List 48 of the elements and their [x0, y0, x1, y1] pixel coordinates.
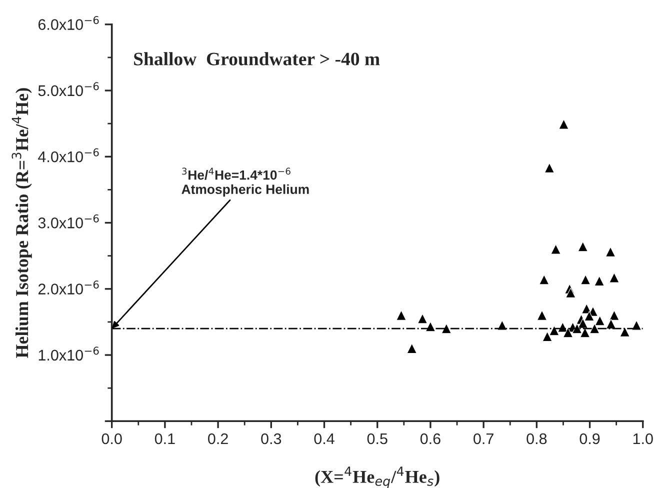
text: Shallow Groundwater > -40 m	[134, 52, 380, 66]
x-tick-label: 0.4	[314, 433, 334, 444]
point	[606, 318, 616, 330]
text: (X=$^{4}$He$_{eq}$/$^{4}$He$_{s}$)	[315, 466, 440, 488]
point	[620, 326, 630, 337]
point	[417, 314, 428, 324]
y-axis-title: Helium Isotope Ratio (R=$^{3}$He/$^{4}$He)	[12, 88, 32, 358]
point	[549, 325, 560, 336]
y-tick-label: 1.0x10$^{−6}$	[38, 346, 99, 361]
point	[544, 162, 555, 173]
point	[609, 272, 620, 283]
point	[396, 310, 406, 320]
x-tick-label: 0.1	[154, 433, 175, 444]
point	[566, 288, 576, 298]
point	[562, 327, 574, 338]
point	[609, 310, 620, 320]
point	[605, 246, 616, 257]
y-tick-label: 6.0x10$^{−6}$	[38, 16, 99, 30]
y-tick-label: 5.0x10$^{−6}$	[38, 82, 99, 96]
point	[580, 274, 591, 285]
x-tick-label: 0.0	[102, 433, 122, 444]
annotation: $^{3}$He/$^{4}$He=1.4*10$^{−6}$ Atmospheric Helium	[182, 168, 309, 197]
x-tick-label: 0.3	[261, 433, 282, 444]
point	[580, 327, 590, 338]
x-tick-label: 0.7	[474, 433, 494, 444]
point	[539, 274, 550, 285]
x-tick-label: 1.0	[633, 433, 653, 444]
point	[594, 276, 604, 286]
y-tick-label: 4.0x10$^{−6}$	[38, 148, 99, 162]
x-tick-label: 0.6	[420, 433, 440, 444]
point	[550, 244, 561, 254]
point	[578, 318, 588, 328]
point	[572, 323, 582, 334]
y-tick-label: 3.0x10$^{−6}$	[38, 214, 99, 228]
point	[542, 331, 552, 342]
point	[536, 310, 548, 320]
y-tick-label: 2.0x10$^{−6}$	[38, 280, 99, 294]
point	[578, 241, 588, 252]
point	[589, 323, 600, 334]
point	[558, 119, 569, 130]
x-tick-label: 0.5	[367, 433, 388, 444]
point	[441, 323, 452, 334]
point	[406, 343, 417, 354]
x-tick-label: 0.9	[580, 433, 600, 444]
point	[584, 310, 594, 322]
x-tick-label: 0.2	[208, 433, 228, 444]
point	[594, 316, 605, 326]
x-tick-label: 0.8	[526, 433, 547, 444]
